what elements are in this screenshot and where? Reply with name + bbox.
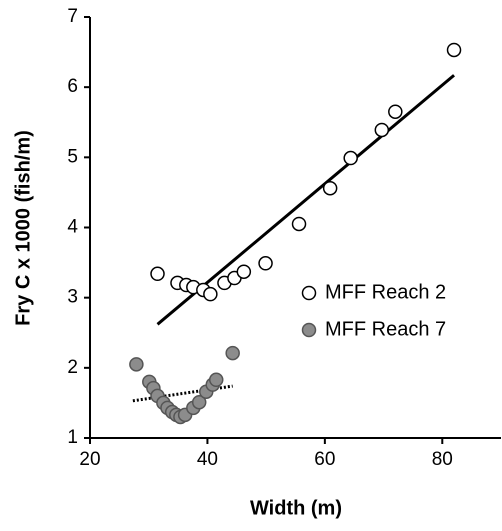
y-tick-label: 3 [67,287,78,308]
point [191,394,207,410]
legend-marker [301,285,317,301]
point [129,357,144,372]
point [374,122,390,138]
x-tick-label: 20 [79,449,100,470]
y-tick-label: 4 [67,217,78,238]
y-axis-label: Fry C x 1000 (fish/m) [12,130,34,326]
point [322,180,338,196]
x-tick-label: 60 [314,449,335,470]
point [446,42,462,58]
legend-marker [301,322,317,338]
x-tick-label: 80 [432,449,453,470]
point [343,150,358,166]
x-tick-label: 40 [197,449,218,470]
legend-label: MFF Reach 7 [325,318,446,340]
y-tick-label: 1 [67,427,78,448]
point [388,104,403,119]
point [291,216,307,232]
y-tick-label: 7 [67,6,78,27]
point [203,286,218,302]
y-tick-label: 2 [67,357,78,378]
point [208,372,224,388]
point [236,264,252,279]
legend-label: MFF Reach 2 [325,281,446,303]
x-axis-label: Width (m) [250,497,342,519]
y-tick-label: 6 [67,76,78,97]
point [150,266,165,282]
y-tick-label: 5 [67,146,78,167]
point [225,345,240,361]
trend-line [156,74,455,326]
point [258,256,273,271]
